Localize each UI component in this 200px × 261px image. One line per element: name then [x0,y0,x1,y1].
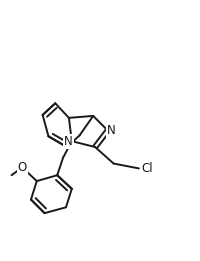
Text: O: O [18,161,27,174]
Text: N: N [64,135,73,148]
Text: Cl: Cl [142,162,153,175]
Text: N: N [107,124,116,137]
